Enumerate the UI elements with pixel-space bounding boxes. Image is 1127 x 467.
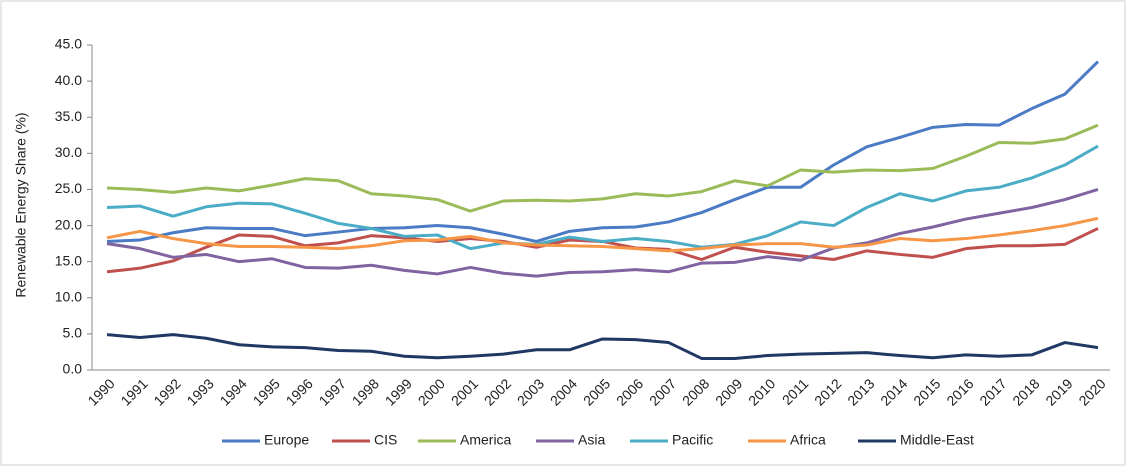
legend-label: Africa: [790, 432, 826, 448]
y-tick-label: 0.0: [63, 361, 83, 377]
y-tick-label: 10.0: [55, 288, 82, 304]
series-line: [106, 333, 1099, 360]
y-tick-label: 30.0: [55, 144, 82, 160]
series-line: [106, 216, 1099, 253]
legend-label: Asia: [578, 432, 605, 448]
y-tick-label: 15.0: [55, 252, 82, 268]
y-tick-label: 25.0: [55, 180, 82, 196]
series-line: [106, 60, 1100, 243]
legend-label: Middle-East: [900, 432, 974, 448]
legend-label: Pacific: [672, 432, 713, 448]
y-tick-label: 45.0: [55, 36, 82, 52]
legend-label: CIS: [374, 432, 397, 448]
y-tick-label: 35.0: [55, 108, 82, 124]
y-tick-label: 5.0: [63, 325, 83, 341]
y-tick-label: 20.0: [55, 216, 82, 232]
y-axis-label: Renewable Energy Share (%): [13, 112, 29, 297]
series-line: [106, 123, 1099, 213]
legend-label: America: [460, 432, 512, 448]
series-line: [106, 188, 1099, 278]
legend-label: Europe: [264, 432, 309, 448]
series-line: [106, 144, 1099, 251]
y-tick-label: 40.0: [55, 72, 82, 88]
